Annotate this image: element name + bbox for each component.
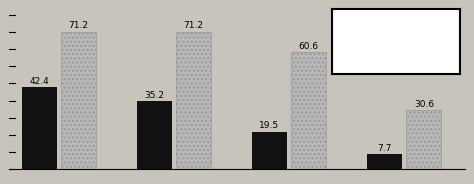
Text: 71.2: 71.2 xyxy=(184,21,204,30)
Text: 7.7: 7.7 xyxy=(377,144,392,153)
Text: 71.2: 71.2 xyxy=(69,21,89,30)
Text: 30.6: 30.6 xyxy=(414,100,434,109)
Bar xyxy=(21,87,56,169)
Bar xyxy=(406,110,441,169)
Bar xyxy=(292,52,327,169)
Bar xyxy=(61,32,96,169)
Text: 60.6: 60.6 xyxy=(299,42,319,51)
Text: 35.2: 35.2 xyxy=(144,91,164,100)
Text: 42.4: 42.4 xyxy=(29,77,49,86)
Bar xyxy=(252,132,287,169)
Bar xyxy=(367,154,402,169)
Text: 19.5: 19.5 xyxy=(259,121,279,130)
Bar xyxy=(137,101,172,169)
Bar xyxy=(176,32,211,169)
